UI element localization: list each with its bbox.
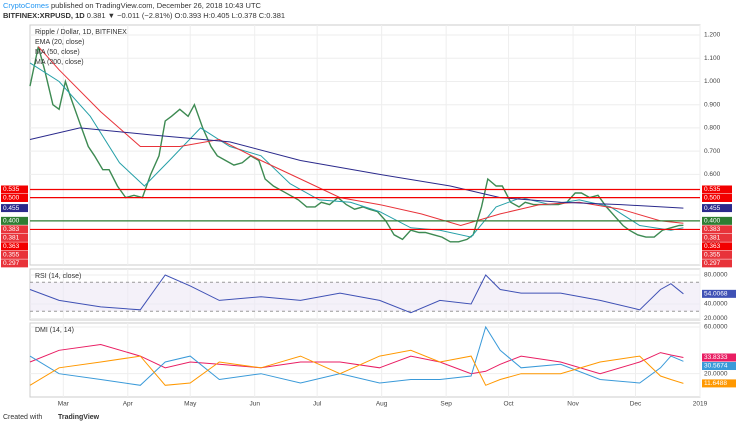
level-tag-left (1, 233, 28, 242)
level-tag-left (1, 185, 28, 194)
level-tag-left-label: 0.455 (3, 205, 20, 212)
level-tag (702, 250, 732, 259)
level-tag (702, 216, 732, 225)
y-tick-label: 60.0000 (704, 324, 728, 331)
y-tick-label: 1.200 (704, 32, 721, 39)
level-tag-left-label: 0.297 (3, 260, 20, 267)
level-tag-left-label: 0.363 (3, 243, 20, 250)
level-tag-left-label: 0.355 (3, 252, 20, 259)
level-tag-left (1, 225, 28, 234)
y-tick-label: 20.0000 (704, 315, 728, 322)
value-tag-label: 54.0068 (704, 291, 728, 298)
level-tag-left-label: 0.383 (3, 226, 20, 233)
footer-created: Created with (3, 414, 42, 421)
level-tag-label: 0.455 (704, 205, 721, 212)
pane-title: DMI (14, 14) (35, 327, 74, 334)
x-tick-label: Dec (630, 401, 642, 408)
level-tag-label: 0.297 (704, 260, 721, 267)
value-tag (702, 289, 736, 298)
value-tag (702, 353, 736, 362)
published: published on TradingView.com, December 2… (51, 1, 262, 10)
level-tag-label: 0.383 (704, 226, 721, 233)
y-tick-label: 20.0000 (704, 370, 728, 377)
value-tag-label: 30.5674 (704, 363, 728, 370)
y-tick-label: 0.900 (704, 101, 721, 108)
series-line (29, 343, 684, 375)
y-tick-label: 1.100 (704, 55, 721, 62)
x-tick-label: Jul (313, 401, 322, 408)
x-tick-label: Apr (123, 401, 134, 408)
pane-title: RSI (14, close) (35, 273, 81, 280)
level-tag-label: 0.381 (704, 235, 721, 242)
legend-entry: MA (200, close) (35, 59, 84, 66)
footer-brand[interactable]: TradingView (58, 414, 100, 421)
pane-title: Ripple / Dollar, 1D, BITFINEX (35, 29, 127, 36)
value-tag-label: 33.8333 (704, 354, 728, 361)
value-tag (702, 379, 736, 388)
level-tag (702, 204, 732, 213)
y-tick-label: 0.800 (704, 125, 721, 132)
level-tag (702, 193, 732, 202)
series-line (29, 274, 684, 314)
level-tag-label: 0.535 (704, 186, 721, 193)
level-tag (702, 242, 732, 251)
level-tag (702, 259, 732, 268)
level-tag-left (1, 259, 28, 268)
y-tick-label: 1.000 (704, 78, 721, 85)
publisher[interactable]: CryptoComes (3, 1, 49, 10)
header-line: CryptoComes published on TradingView.com… (3, 1, 262, 10)
y-tick-label: 80.0000 (704, 272, 728, 279)
value-tag (702, 362, 736, 371)
y-tick-label: 0.700 (704, 148, 721, 155)
rsi-band (30, 282, 700, 312)
level-tag (702, 233, 732, 242)
level-tag-left-label: 0.500 (3, 195, 20, 202)
symbol-line: BITFINEX:XRPUSD, 1D 0.381 ▼ −0.011 (−2.8… (3, 11, 285, 20)
x-tick-label: 2019 (693, 401, 708, 408)
x-tick-label: May (184, 401, 197, 408)
x-tick-label: Nov (567, 401, 579, 408)
legend-entry: EMA (20, close) (35, 39, 84, 46)
level-tag-left (1, 216, 28, 225)
level-tag-label: 0.500 (704, 195, 721, 202)
series-line (29, 325, 684, 386)
level-tag-left (1, 193, 28, 202)
level-tag-left (1, 204, 28, 213)
level-tag-label: 0.400 (704, 218, 721, 225)
y-tick-label: 0.600 (704, 171, 721, 178)
symbol: BITFINEX:XRPUSD, 1D (3, 11, 85, 20)
level-tag-left (1, 242, 28, 251)
legend-entry: MA (50, close) (35, 49, 80, 56)
x-tick-label: Mar (58, 401, 70, 408)
level-tag-left-label: 0.400 (3, 218, 20, 225)
level-tag (702, 185, 732, 194)
level-tag-label: 0.355 (704, 252, 721, 259)
series-line (29, 127, 684, 209)
x-tick-label: Aug (376, 401, 388, 408)
x-tick-label: Oct (504, 401, 514, 408)
level-tag (702, 225, 732, 234)
level-tag-left (1, 250, 28, 259)
x-tick-label: Jun (249, 401, 260, 408)
value-tag-label: 11.6488 (704, 380, 727, 387)
quote: 0.381 ▼ −0.011 (−2.81%) O:0.393 H:0.405 … (87, 11, 285, 20)
series-line (29, 62, 684, 238)
y-tick-label: 40.0000 (704, 301, 728, 308)
series-line (29, 46, 684, 243)
level-tag-left-label: 0.381 (3, 235, 20, 242)
level-tag-label: 0.363 (704, 243, 721, 250)
series-line (29, 349, 684, 386)
level-tag-left-label: 0.535 (3, 186, 20, 193)
x-tick-label: Sep (440, 401, 452, 408)
